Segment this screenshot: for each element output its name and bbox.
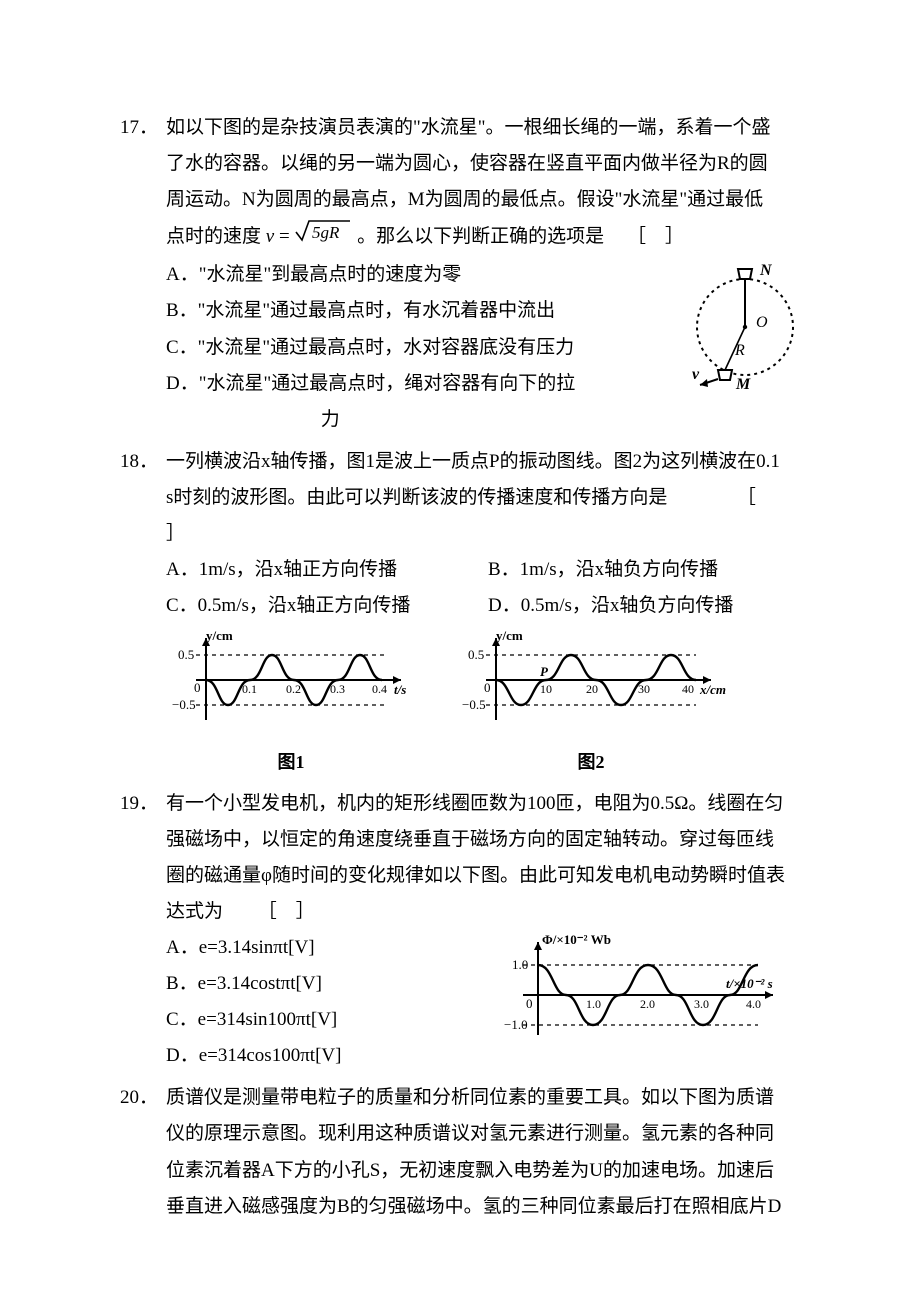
q17-sqrt: 5gR: [294, 218, 352, 257]
q19-stem-line4: 达式为 ［ ］: [166, 894, 810, 930]
q20-stem-line2: 仪的原理示意图。现利用这种质谱议对氢元素进行测量。氢元素的各种同: [166, 1116, 810, 1152]
q17-stem-line4a: 点时的速度: [166, 226, 261, 247]
q18-fig2: y/cm x/cm 0.5 0 −0.5 P 10 20 30 40 图2: [456, 630, 726, 779]
q19-fig-ytick-2: −1.0: [504, 1017, 528, 1032]
q17-stem-line4b: 。那么以下判断正确的选项是: [357, 226, 604, 247]
q17-stem-line4: 点时的速度 v = 5gR 。那么以下判断正确的选项是 ［ ］: [166, 218, 810, 257]
q18-stem-line1: 一列横波沿x轴传播，图1是波上一质点P的振动图线。图2为这列横波在0.1: [166, 444, 810, 480]
q17-label-O: O: [756, 314, 768, 331]
q19-fig-xtick-3: 4.0: [746, 997, 761, 1011]
q18-fig2-ytick-1: 0: [484, 680, 491, 695]
q19-options: A．e=3.14sinπt[V] B．e=3.14costπt[V] C．e=3…: [166, 930, 488, 1074]
q18-number: 18．: [120, 444, 166, 480]
q19-optA: A．e=3.14sinπt[V]: [166, 930, 488, 966]
q19-fig-ytick-0: 1.0: [512, 957, 528, 972]
q18-figures: y/cm t/s 0.5 0 −0.5 0.1 0.2 0.3 0.4 图1: [166, 630, 810, 779]
q18-fig1-xtick-3: 0.4: [372, 682, 387, 696]
q17-optD-b: 力: [321, 409, 340, 430]
q17-stem-line2: 了水的容器。以绳的另一端为圆心，使容器在竖直平面内做半径为R的圆: [166, 146, 810, 182]
q19-optC: C．e=314sin100πt[V]: [166, 1002, 488, 1038]
q17-figure: N O R M v: [680, 257, 810, 405]
q17-optD-a: D．"水流星"通过最高点时，绳对容器有向下的拉: [166, 373, 575, 394]
q17-bracket: ［ ］: [609, 219, 684, 255]
q19-fig-xtick-2: 3.0: [694, 997, 709, 1011]
q17-eq: =: [274, 226, 294, 247]
q18-optC: C．0.5m/s，沿x轴正方向传播: [166, 588, 488, 624]
q18-fig2-P: P: [540, 664, 549, 679]
q17-v: v: [266, 226, 274, 247]
q19-optB: B．e=3.14costπt[V]: [166, 966, 488, 1002]
q18-fig2-xtick-3: 40: [682, 682, 694, 696]
q18-fig1-xlabel: t/s: [394, 682, 406, 697]
q17-label-N: N: [759, 262, 773, 279]
q19-fig-xtick-0: 1.0: [586, 997, 601, 1011]
q18-fig2-xtick-0: 10: [540, 682, 552, 696]
q19-stem-line1: 有一个小型发电机，机内的矩形线圈匝数为100匝，电阻为0.5Ω。线圈在匀: [166, 786, 810, 822]
q18-fig2-ytick-2: −0.5: [462, 697, 486, 712]
q19-number: 19．: [120, 786, 166, 822]
q17-stem-line1: 如以下图的是杂技演员表演的"水流星"。一根细长绳的一端，系着一个盛: [166, 110, 810, 146]
q18-options: A．1m/s，沿x轴正方向传播 B．1m/s，沿x轴负方向传播 C．0.5m/s…: [166, 552, 810, 624]
q19-optD: D．e=314cos100πt[V]: [166, 1038, 488, 1074]
q19-stem-line2: 强磁场中，以恒定的角速度绕垂直于磁场方向的固定轴转动。穿过每匝线: [166, 822, 810, 858]
question-19: 19． 有一个小型发电机，机内的矩形线圈匝数为100匝，电阻为0.5Ω。线圈在匀…: [120, 786, 810, 1075]
q19-fig-xlabel: t/×10⁻² s: [726, 976, 773, 991]
q18-optD: D．0.5m/s，沿x轴负方向传播: [488, 588, 810, 624]
q18-optB: B．1m/s，沿x轴负方向传播: [488, 552, 810, 588]
q18-fig1-xtick-0: 0.1: [242, 682, 257, 696]
q18-stem-line2-text: s时刻的波形图。由此可以判断该波的传播速度和传播方向是: [166, 487, 667, 508]
q17-label-v: v: [692, 366, 700, 383]
q18-optA: A．1m/s，沿x轴正方向传播: [166, 552, 488, 588]
q18-fig1: y/cm t/s 0.5 0 −0.5 0.1 0.2 0.3 0.4 图1: [166, 630, 416, 779]
q18-fig2-caption: 图2: [456, 745, 726, 779]
q20-stem-line4: 垂直进入磁感强度为B的匀强磁场中。氢的三种同位素最后打在照相底片D: [166, 1189, 810, 1225]
q18-fig1-ylabel: y/cm: [206, 630, 233, 643]
q17-formula: v = 5gR: [266, 226, 357, 247]
q19-fig-ylabel: Φ/×10⁻² Wb: [542, 932, 611, 947]
q18-bracket-open: ［: [737, 487, 756, 508]
q18-bracket-close-line: ］: [166, 516, 810, 552]
q18-stem-line2: s时刻的波形图。由此可以判断该波的传播速度和传播方向是 ［: [166, 480, 810, 516]
question-17: 17． 如以下图的是杂技演员表演的"水流星"。一根细长绳的一端，系着一个盛 了水…: [120, 110, 810, 438]
q18-fig2-xlabel: x/cm: [699, 682, 726, 697]
q17-stem-line3: 周运动。N为圆周的最高点，M为圆周的最低点。假设"水流星"通过最低: [166, 182, 810, 218]
q18-fig1-xtick-1: 0.2: [286, 682, 301, 696]
q18-fig2-ytick-0: 0.5: [468, 647, 484, 662]
question-20: 20． 质谱仪是测量带电粒子的质量和分析同位素的重要工具。如以下图为质谱 仪的原…: [120, 1080, 810, 1224]
q18-fig1-caption: 图1: [166, 745, 416, 779]
q19-stem-line3: 圈的磁通量φ随时间的变化规律如以下图。由此可知发电机电动势瞬时值表: [166, 858, 810, 894]
q17-label-R: R: [734, 342, 745, 359]
q18-fig1-ytick-1: 0: [194, 680, 201, 695]
q18-bracket-close: ］: [166, 523, 185, 544]
q18-fig1-ytick-0: 0.5: [178, 647, 194, 662]
q17-number: 17．: [120, 110, 166, 146]
svg-text:5gR: 5gR: [312, 223, 340, 242]
q20-stem-line1: 质谱仪是测量带电粒子的质量和分析同位素的重要工具。如以下图为质谱: [166, 1080, 810, 1116]
q19-stem-line4-text: 达式为: [166, 901, 223, 922]
q19-figure: Φ/×10⁻² Wb t/×10⁻² s 1.0 0 −1.0 1.0 2.0 …: [488, 930, 810, 1063]
q18-fig2-ylabel: y/cm: [496, 630, 523, 643]
q18-fig1-ytick-2: −0.5: [172, 697, 196, 712]
q18-fig2-xtick-2: 30: [638, 682, 650, 696]
q20-stem-line3: 位素沉着器A下方的小孔S，无初速度飘入电势差为U的加速电场。加速后: [166, 1153, 810, 1189]
q17-label-M: M: [735, 376, 751, 392]
q18-fig1-xtick-2: 0.3: [330, 682, 345, 696]
q19-bracket: ［ ］: [228, 894, 315, 930]
q19-fig-ytick-1: 0: [526, 996, 533, 1011]
q20-number: 20．: [120, 1080, 166, 1116]
q18-fig2-xtick-1: 20: [586, 682, 598, 696]
q19-fig-xtick-1: 2.0: [640, 997, 655, 1011]
question-18: 18． 一列横波沿x轴传播，图1是波上一质点P的振动图线。图2为这列横波在0.1…: [120, 444, 810, 780]
